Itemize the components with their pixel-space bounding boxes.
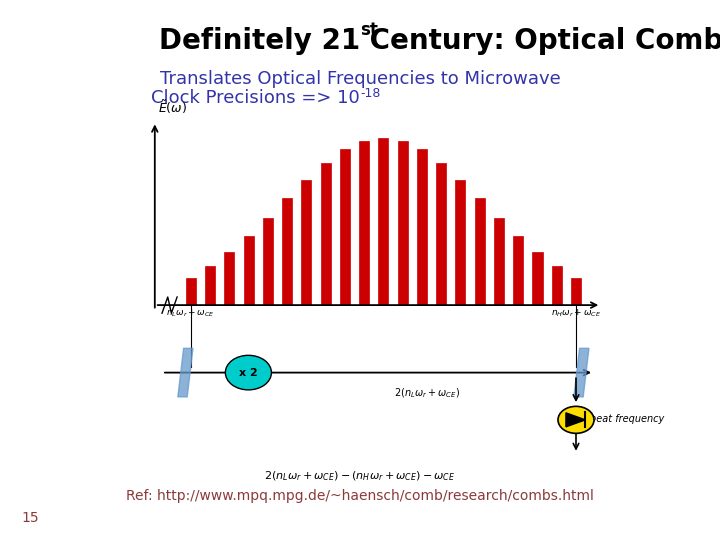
- Bar: [302, 180, 312, 305]
- Bar: [494, 218, 504, 305]
- Bar: [552, 266, 562, 305]
- Text: Definitely 21: Definitely 21: [159, 26, 360, 55]
- Bar: [379, 138, 389, 305]
- Bar: [533, 252, 543, 305]
- Bar: [320, 163, 330, 305]
- Text: st: st: [360, 21, 378, 39]
- Bar: [513, 236, 523, 305]
- Text: Clock Precisions => 10: Clock Precisions => 10: [151, 89, 360, 106]
- Bar: [243, 236, 253, 305]
- Polygon shape: [178, 348, 193, 397]
- Bar: [571, 278, 581, 305]
- Text: x 2: x 2: [239, 368, 258, 377]
- Bar: [186, 278, 196, 305]
- Bar: [225, 252, 235, 305]
- Bar: [436, 163, 446, 305]
- Text: 15: 15: [22, 511, 39, 525]
- Bar: [474, 199, 485, 305]
- Text: beat frequency: beat frequency: [590, 414, 665, 423]
- Circle shape: [225, 355, 271, 390]
- Text: $2(n_L\omega_r+\omega_{CE})-(n_H\omega_r+\omega_{CE})-\omega_{CE}$: $2(n_L\omega_r+\omega_{CE})-(n_H\omega_r…: [264, 470, 456, 483]
- Text: $n_H\omega_r+\omega_{CE}$: $n_H\omega_r+\omega_{CE}$: [551, 308, 601, 319]
- Polygon shape: [574, 348, 589, 397]
- Circle shape: [558, 406, 594, 433]
- Bar: [282, 199, 292, 305]
- Bar: [397, 141, 408, 305]
- Bar: [205, 266, 215, 305]
- Bar: [417, 150, 427, 305]
- Bar: [263, 218, 273, 305]
- Text: Century: Optical Comb: Century: Optical Comb: [360, 26, 720, 55]
- Text: -18: -18: [360, 87, 380, 100]
- Text: $2(n_L\omega_r+\omega_{CE})$: $2(n_L\omega_r+\omega_{CE})$: [394, 386, 459, 400]
- Text: $\tilde{E}(\omega)$: $\tilde{E}(\omega)$: [158, 99, 187, 116]
- Bar: [340, 150, 350, 305]
- Bar: [456, 180, 466, 305]
- Polygon shape: [566, 413, 585, 427]
- Bar: [359, 141, 369, 305]
- Text: $n_L\omega_r+\omega_{CE}$: $n_L\omega_r+\omega_{CE}$: [166, 308, 215, 319]
- Text: Translates Optical Frequencies to Microwave: Translates Optical Frequencies to Microw…: [160, 70, 560, 87]
- Text: Ref: http://www.mpq.mpg.de/~haensch/comb/research/combs.html: Ref: http://www.mpq.mpg.de/~haensch/comb…: [126, 489, 594, 503]
